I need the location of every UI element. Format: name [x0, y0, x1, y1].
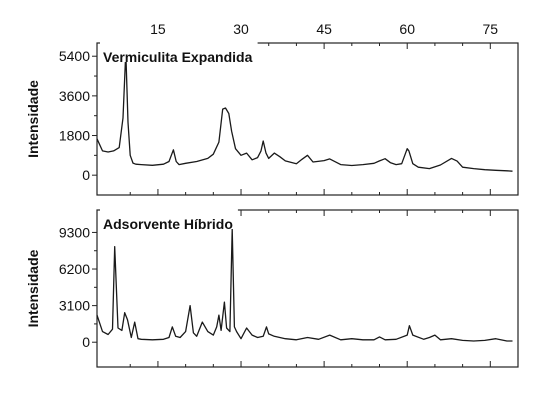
plot-frame-top: [96, 42, 519, 196]
x-tick-label-15: 15: [150, 21, 166, 37]
y-axis-label-bottom: Intensidade: [25, 249, 41, 327]
y-axis-label-top: Intensidade: [25, 80, 41, 158]
y-tick-label-3600: 3600: [59, 88, 90, 104]
panel-title-vermiculita: Vermiculita Expandida: [103, 49, 253, 65]
series-line-adsorvente: [96, 228, 513, 342]
series-line-vermiculita: [96, 51, 513, 172]
y-tick-label-0: 0: [82, 167, 90, 183]
y-tick-label-0: 0: [82, 334, 90, 350]
panel-vermiculita-expandida: 0 1800 3600 5400 Vermiculita Expandida I…: [25, 38, 519, 196]
y-tick-label-9300: 9300: [59, 224, 90, 240]
title-background-bottom: [100, 205, 238, 229]
plot-frame-bottom: [96, 209, 519, 368]
x-tick-label-45: 45: [316, 21, 332, 37]
panel-adsorvente-hibrido: 0 3100 6200 9300 Adsorvente Híbrido Inte…: [25, 205, 519, 368]
y-tick-label-1800: 1800: [59, 128, 90, 144]
y-tick-label-5400: 5400: [59, 48, 90, 64]
y-tick-label-6200: 6200: [59, 261, 90, 277]
x-tick-label-30: 30: [233, 21, 249, 37]
y-tick-label-3100: 3100: [59, 298, 90, 314]
x-ticks-top: [129, 43, 491, 195]
x-ticks-bottom: [129, 210, 491, 367]
y-ticks-bottom: 0 3100 6200 9300: [59, 224, 97, 350]
y-ticks-top: 0 1800 3600 5400: [59, 48, 97, 183]
x-tick-label-75: 75: [483, 21, 499, 37]
panel-title-adsorvente: Adsorvente Híbrido: [103, 216, 233, 232]
x-tick-label-60: 60: [399, 21, 415, 37]
title-background-top: [100, 38, 258, 62]
x-tick-labels: 15 30 45 60 75: [150, 21, 498, 37]
